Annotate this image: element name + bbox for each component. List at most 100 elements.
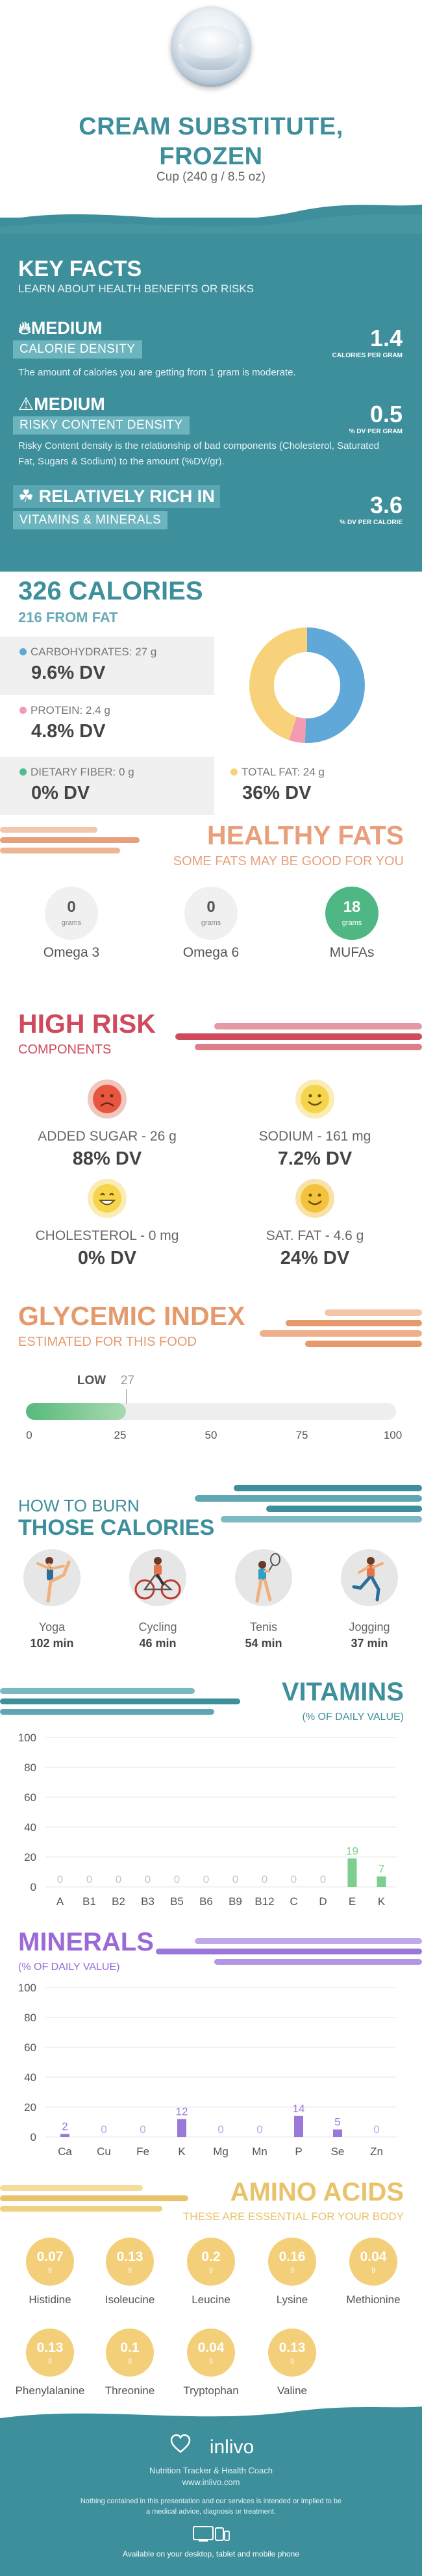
fat-omega3: 0 grams Omega 3 (19, 887, 123, 961)
bar-value-label: 12 (176, 2105, 188, 2117)
amino-value: 0.16 (279, 2249, 306, 2264)
bar-value-label: 0 (232, 1873, 238, 1886)
calories-from-fat: 216 FROM FAT (18, 609, 118, 625)
activity-cycling: Cycling 46 min (112, 1549, 203, 1650)
high-risk-heading: HIGH RISK (18, 1009, 156, 1039)
y-tick-label: 80 (24, 2012, 36, 2024)
wave-decoration (0, 2406, 422, 2426)
disclaimer: Nothing contained in this presentation a… (80, 2497, 342, 2516)
amino-item-methionine: 0.04 g Methionine (334, 2238, 412, 2306)
amino-item-valine: 0.13 g Valine (253, 2329, 331, 2397)
category-label: D (319, 1895, 327, 1908)
healthy-fats-subheading: SOME FATS MAY BE GOOD FOR YOU (173, 854, 404, 868)
vitamins-bar-chart: 0 20 40 60 80 100 0 A 0 B1 0 B2 0 B3 0 B5 0 B6 0 B9 0 B12 0 C 0 D… (18, 1732, 396, 1908)
stripes-decoration (0, 2185, 188, 2212)
grin-face-icon (88, 1179, 127, 1218)
category-label: Mg (213, 2145, 229, 2158)
risk-label: SAT. FAT - 4.6 g (266, 1228, 364, 1243)
category-label: B2 (112, 1895, 125, 1908)
risk-dv: 88% DV (72, 1148, 142, 1169)
vitamins-subheading: (% OF DAILY VALUE) (302, 1711, 404, 1723)
amino-value: 0.04 (197, 2340, 225, 2355)
brand-name: inlivo (209, 2436, 254, 2458)
bar-K (377, 1876, 386, 1887)
activity-name: Tenis (249, 1621, 278, 1634)
cycling-icon (134, 1557, 181, 1600)
bar-value-label: 0 (174, 1873, 180, 1886)
brand-tagline: Nutrition Tracker & Health Coach (149, 2466, 273, 2475)
bar-Se (333, 2129, 342, 2137)
fat-value: 18 (343, 898, 361, 916)
food-title: CREAM SUBSTITUTE, FROZEN (0, 112, 422, 171)
happy-face-icon (295, 1080, 334, 1118)
category-label: B6 (199, 1895, 213, 1908)
amino-unit: g (209, 2266, 213, 2273)
amino-unit: g (371, 2266, 375, 2273)
burn-heading-line1: HOW TO BURN (18, 1496, 140, 1515)
activity-name: Cycling (138, 1621, 177, 1634)
bar-value-label: 2 (62, 2120, 68, 2132)
fact-level: RELATIVELY RICH IN (38, 486, 215, 506)
fact-unit: CALORIES PER GRAM (332, 352, 403, 359)
stripes-decoration (260, 1309, 422, 1347)
fiber-dot-icon (19, 768, 27, 776)
amino-unit: g (128, 2266, 132, 2273)
fact-unit: % DV PER CALORIE (340, 519, 403, 526)
fact-label: VITAMINS & MINERALS (13, 511, 168, 529)
amino-heading: AMINO ACIDS (230, 2178, 404, 2206)
amino-unit: g (48, 2266, 52, 2273)
activity-jogging: Jogging 37 min (324, 1549, 415, 1650)
category-label: C (290, 1895, 297, 1908)
amino-subheading: THESE ARE ESSENTIAL FOR YOUR BODY (182, 2210, 404, 2223)
category-label: Zn (370, 2145, 383, 2158)
y-tick-label: 80 (24, 1762, 36, 1774)
bar-value-label: 0 (145, 1873, 151, 1886)
wave-decoration (0, 205, 422, 234)
stripes-decoration (195, 1485, 422, 1522)
macro-label: DIETARY FIBER: 0 g (31, 766, 134, 778)
macro-fiber: DIETARY FIBER: 0 g 0% DV (0, 757, 214, 815)
amino-value: 0.1 (120, 2340, 140, 2355)
macro-carbohydrates: CARBOHYDRATES: 27 g 9.6% DV (0, 637, 214, 695)
vitamins-section: VITAMINS (% OF DAILY VALUE) 0 20 40 60 80 100… (0, 1673, 422, 1923)
amino-value: 0.2 (201, 2249, 221, 2264)
fat-value: 0 (206, 898, 216, 916)
amino-name: Histidine (29, 2293, 71, 2306)
fat-name: Omega 3 (43, 945, 100, 960)
amino-unit: g (48, 2357, 52, 2364)
bar-value-label: 5 (334, 2116, 340, 2128)
brand-url[interactable]: www.inlivo.com (182, 2477, 240, 2487)
amino-name: Methionine (346, 2293, 401, 2306)
serving-size: Cup (240 g / 8.5 oz) (156, 170, 266, 184)
activity-minutes: 54 min (245, 1637, 282, 1650)
bar-value-label: 19 (346, 1845, 358, 1857)
fact-description: The amount of calories you are getting f… (18, 367, 296, 378)
category-label: K (178, 2145, 186, 2158)
leaf-icon: ☘︎ (18, 486, 34, 506)
amino-unit: g (290, 2266, 294, 2273)
macro-dv: 4.8% DV (31, 721, 106, 742)
flame-icon: 🔥︎ (18, 318, 31, 338)
amino-value: 0.13 (116, 2249, 143, 2264)
amino-item-phenylalanine: 0.13 g Phenylalanine (11, 2329, 89, 2397)
y-tick-label: 60 (24, 2041, 36, 2054)
fact-label: CALORIE DENSITY (13, 340, 142, 359)
food-title-line1: CREAM SUBSTITUTE, (79, 113, 343, 140)
glycemic-level: LOW (77, 1374, 106, 1387)
fat-dot-icon (230, 768, 238, 776)
minerals-bar-chart: 0 20 40 60 80 100 2 Ca 0 Cu 0 Fe 12 K 0 Mg 0 Mn 14 P 5 Se 0 Zn (18, 1982, 396, 2158)
food-title-line2: FROZEN (159, 143, 263, 170)
macro-donut-chart (249, 627, 365, 743)
amino-value: 0.13 (279, 2340, 306, 2355)
amino-name: Isoleucine (105, 2293, 155, 2306)
amino-item-histidine: 0.07 g Histidine (11, 2238, 89, 2306)
risk-dv: 0% DV (77, 1248, 137, 1269)
glycemic-tick-label: 0 (26, 1429, 32, 1441)
fat-name: MUFAs (329, 945, 375, 960)
footer: inlivo Nutrition Tracker & Health Coach … (0, 2406, 422, 2576)
amino-name: Phenylalanine (15, 2384, 85, 2397)
vitamins-heading: VITAMINS (281, 1678, 404, 1706)
y-tick-label: 100 (18, 1982, 36, 1994)
protein-dot-icon (19, 707, 27, 714)
activity-yoga: Yoga 102 min (6, 1549, 97, 1650)
